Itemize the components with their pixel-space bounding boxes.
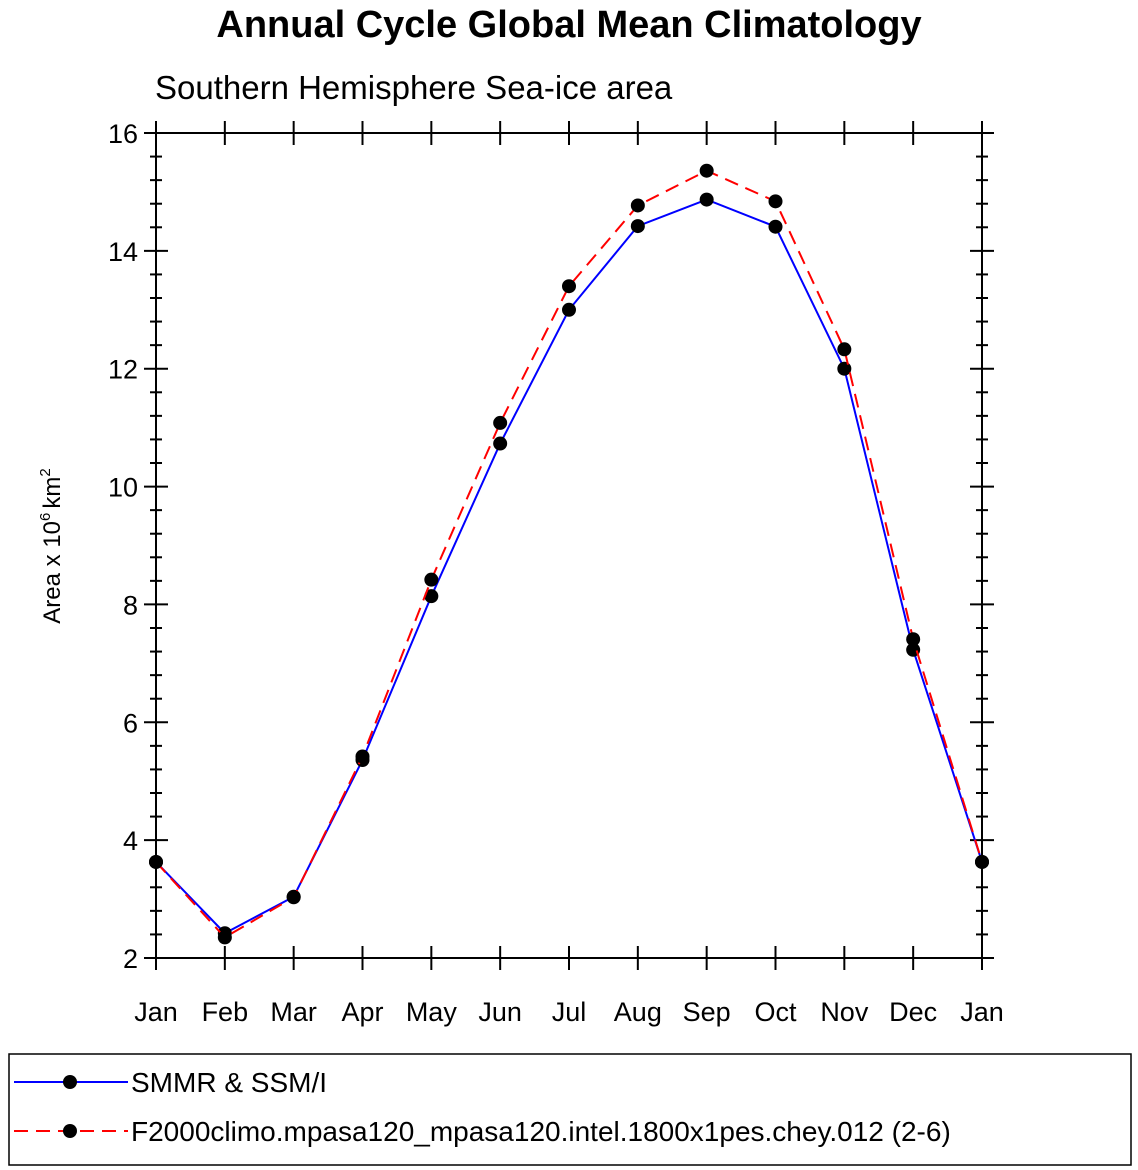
data-point [630, 198, 645, 213]
data-point [355, 749, 370, 764]
data-point [562, 302, 576, 317]
plot-frame [155, 132, 983, 959]
x-tick-label: Sep [683, 997, 731, 1027]
data-point [768, 194, 783, 209]
data-point [424, 589, 439, 604]
axis-ticks [144, 121, 994, 970]
y-axis-label: Area x 106km2 [37, 468, 66, 623]
legend-box [8, 1053, 1132, 1166]
data-point [493, 415, 508, 430]
y-tick-label: 14 [108, 237, 138, 267]
y-tick-label: 2 [123, 944, 138, 974]
legend-label: SMMR & SSM/I [131, 1067, 327, 1098]
chart-subtitle: Southern Hemisphere Sea-ice area [155, 69, 673, 106]
x-tick-label: May [406, 997, 458, 1027]
x-tick-label: Jan [134, 997, 178, 1027]
x-tick-label: Jun [478, 997, 522, 1027]
y-tick-label: 16 [108, 119, 138, 149]
data-point [424, 572, 439, 587]
data-point [562, 279, 576, 294]
x-axis-labels: Jan Feb Mar Apr May Jun Jul Aug Sep Oct Nov Dec Jan [134, 997, 1004, 1027]
x-tick-label: Nov [820, 997, 869, 1027]
x-tick-label: Feb [202, 997, 249, 1027]
legend-marker [63, 1124, 77, 1138]
data-point [493, 436, 508, 451]
data-point [837, 361, 852, 376]
data-point [217, 930, 232, 945]
chart-title: Annual Cycle Global Mean Climatology [216, 4, 921, 46]
series-2 [149, 163, 989, 945]
data-point [630, 219, 645, 234]
x-tick-label: Oct [754, 997, 797, 1027]
legend: SMMR & SSM/I F2000climo.mpasa120_mpasa120… [8, 1053, 1132, 1166]
y-tick-label: 12 [108, 355, 138, 385]
data-point [768, 219, 783, 234]
legend-label: F2000climo.mpasa120_mpasa120.intel.1800x… [131, 1116, 951, 1147]
x-tick-label: Mar [270, 997, 317, 1027]
y-tick-label: 6 [123, 708, 138, 738]
data-point [837, 342, 852, 357]
x-tick-label: Jan [960, 997, 1004, 1027]
legend-marker [63, 1075, 77, 1089]
data-point [699, 163, 714, 178]
y-tick-label: 8 [123, 590, 138, 620]
data-point [699, 192, 714, 207]
y-tick-label: 10 [108, 473, 138, 503]
x-tick-label: Aug [614, 997, 662, 1027]
series-layer [149, 163, 989, 945]
x-tick-label: Dec [889, 997, 937, 1027]
x-tick-label: Apr [341, 997, 383, 1027]
x-tick-label: Jul [552, 997, 587, 1027]
data-point [286, 890, 301, 905]
y-axis-labels: 2 4 6 8 10 12 14 16 [108, 119, 138, 974]
series-1 [149, 192, 989, 941]
y-tick-label: 4 [123, 826, 138, 856]
data-point [906, 632, 921, 647]
